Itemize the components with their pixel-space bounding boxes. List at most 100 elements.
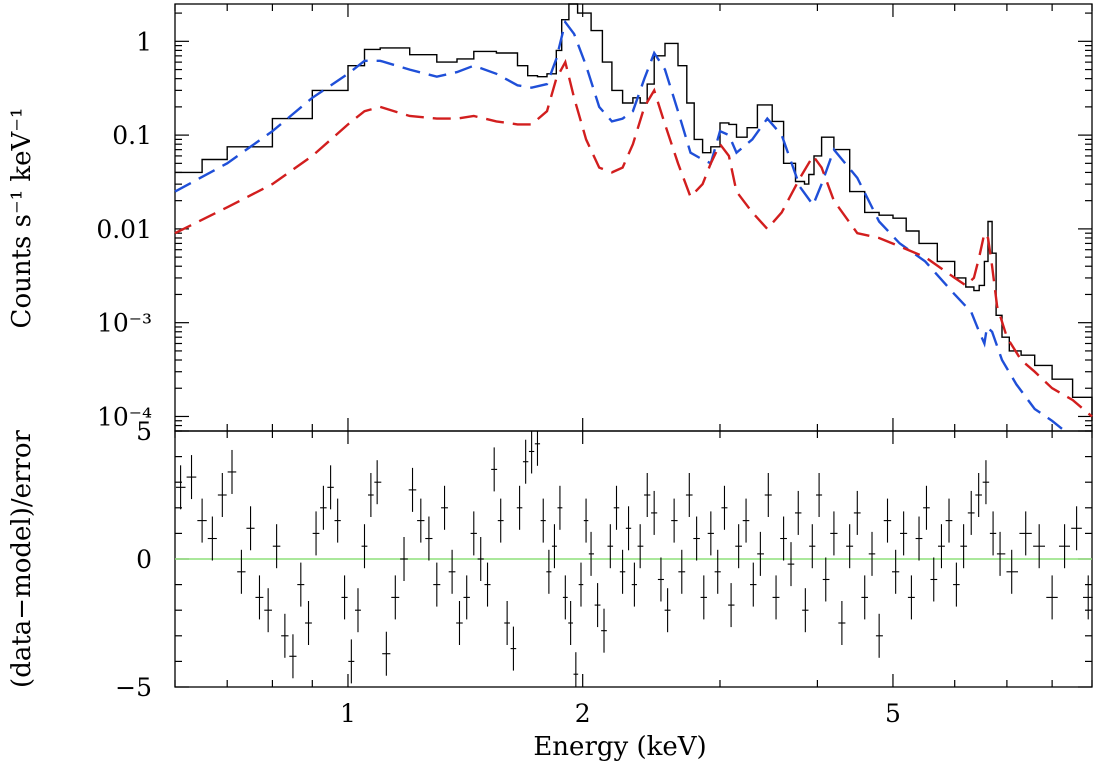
residual-point xyxy=(441,485,448,530)
residual-point xyxy=(787,542,795,587)
residual-point xyxy=(861,575,869,620)
residuals-series xyxy=(175,431,1093,687)
residual-point xyxy=(601,608,607,653)
residual-point xyxy=(207,516,217,561)
residual-point xyxy=(728,583,735,628)
residual-point xyxy=(671,498,678,543)
residual-point xyxy=(794,490,802,535)
residual-point xyxy=(382,631,391,676)
residual-point xyxy=(625,506,632,551)
residual-point xyxy=(930,557,938,602)
residual-point xyxy=(578,562,584,607)
residual-point xyxy=(735,524,742,569)
residual-point xyxy=(491,447,498,492)
residual-point xyxy=(546,549,552,594)
residual-point xyxy=(448,549,456,594)
residual-point xyxy=(875,613,883,658)
y-tick-label: 5 xyxy=(136,417,152,446)
residual-point xyxy=(764,473,772,517)
spectrum-series xyxy=(174,3,1093,432)
residual-point xyxy=(613,485,620,530)
residual-point xyxy=(497,498,504,543)
residual-point xyxy=(534,431,541,466)
residual-point xyxy=(400,537,408,581)
x-tick-label: 5 xyxy=(885,699,901,728)
residual-point xyxy=(937,524,945,569)
residual-point xyxy=(651,490,658,535)
residual-point xyxy=(510,626,517,671)
residual-point xyxy=(960,524,968,569)
residual-point xyxy=(975,473,982,517)
residual-point xyxy=(354,588,361,633)
residual-point xyxy=(484,562,491,607)
residual-point xyxy=(846,524,854,569)
residual-point xyxy=(664,588,671,633)
residual-point xyxy=(996,531,1006,576)
residual-point xyxy=(348,639,355,684)
residual-point xyxy=(945,498,953,543)
residual-point xyxy=(297,562,305,607)
residual-point xyxy=(1058,524,1070,569)
residual-point xyxy=(463,575,470,620)
x-tick-label: 1 xyxy=(340,699,356,728)
residual-point xyxy=(425,516,433,561)
residual-point xyxy=(327,465,334,510)
residual-point xyxy=(334,498,341,543)
residual-point xyxy=(678,549,686,594)
residual-point xyxy=(923,485,930,530)
residual-point xyxy=(264,588,272,633)
residual-point xyxy=(607,524,614,569)
residual-point xyxy=(361,524,368,569)
residual-point xyxy=(693,516,700,561)
residual-point xyxy=(504,601,510,645)
residual-point xyxy=(757,531,764,576)
residual-point xyxy=(368,473,374,517)
residual-point xyxy=(802,588,809,633)
residual-point xyxy=(809,524,816,569)
y-tick-label: 0.1 xyxy=(112,121,152,150)
y-tick-label: 10⁻³ xyxy=(97,309,152,338)
residual-point xyxy=(707,511,714,556)
residual-point xyxy=(631,562,637,607)
residual-point xyxy=(989,511,997,556)
residual-point xyxy=(1082,575,1093,620)
residual-point xyxy=(516,485,523,530)
x-axis-title: Energy (keV) xyxy=(533,732,706,762)
residual-point xyxy=(657,557,664,602)
residual-point xyxy=(982,460,990,505)
residual-point xyxy=(312,511,320,556)
residual-point xyxy=(1019,511,1032,556)
series-data-histogram xyxy=(175,3,1093,421)
series-model-component xyxy=(174,58,1093,418)
residual-point xyxy=(583,498,589,543)
residual-point xyxy=(417,498,425,543)
residual-point xyxy=(721,485,728,530)
y-tick-label: −5 xyxy=(115,673,152,702)
residual-point xyxy=(408,467,417,512)
residual-point xyxy=(281,613,289,658)
y-tick-label: 10⁻⁴ xyxy=(97,402,152,431)
residual-point xyxy=(175,465,186,510)
y-tick-label: 1 xyxy=(136,27,152,56)
residual-point xyxy=(551,524,557,569)
residual-point xyxy=(714,549,721,594)
spectrum-panel-frame xyxy=(174,3,1093,432)
residual-point xyxy=(433,562,441,607)
spectrum-axis-ticks xyxy=(174,4,1093,432)
residual-point xyxy=(838,601,846,645)
residual-point xyxy=(568,601,573,645)
residual-point xyxy=(772,575,780,620)
residual-point xyxy=(637,524,644,569)
residual-point xyxy=(227,449,237,494)
spectrum-y-tick-labels: 1 0.1 0.01 10⁻³ 10⁻⁴ xyxy=(96,27,152,431)
residual-point xyxy=(391,575,400,620)
residual-point xyxy=(883,498,892,543)
residual-point xyxy=(830,511,838,556)
residual-point xyxy=(619,549,626,594)
residual-point xyxy=(1006,549,1019,594)
residual-point xyxy=(816,473,823,517)
residual-point xyxy=(644,473,651,517)
residual-point xyxy=(967,490,975,535)
residual-point xyxy=(588,531,594,576)
